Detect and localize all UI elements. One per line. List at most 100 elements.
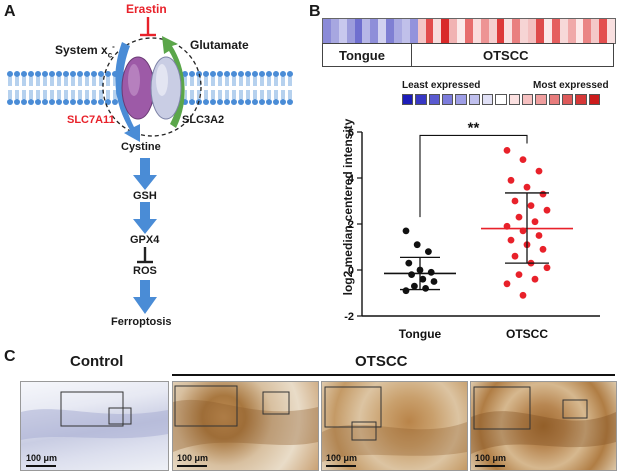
heatmap-cell bbox=[520, 19, 529, 43]
lipid-head bbox=[105, 71, 111, 77]
lipid-head bbox=[245, 99, 251, 105]
data-point bbox=[511, 197, 519, 205]
data-point bbox=[507, 176, 515, 184]
data-point bbox=[527, 202, 535, 209]
data-point bbox=[535, 167, 543, 175]
heatmap-group-tongue: Tongue bbox=[339, 48, 385, 63]
data-point bbox=[515, 213, 523, 221]
lipid-head bbox=[98, 99, 104, 105]
lipid-head bbox=[259, 71, 265, 77]
lipid-head bbox=[56, 71, 62, 77]
data-point bbox=[543, 206, 551, 214]
lipid-head bbox=[84, 99, 90, 105]
heatmap-cell bbox=[536, 19, 544, 43]
otscc-micrograph-3: 100 μm bbox=[470, 381, 617, 471]
lipid-head bbox=[203, 99, 209, 105]
heatmap-cell bbox=[394, 19, 402, 43]
data-point bbox=[515, 271, 523, 278]
data-point bbox=[430, 278, 438, 285]
system-xc-label: System xc- bbox=[55, 42, 115, 59]
otscc-3-scale-bar bbox=[475, 465, 505, 467]
heatmap-cell bbox=[488, 19, 497, 43]
lipid-head bbox=[84, 71, 90, 77]
arrow-cystine-to-gsh bbox=[133, 158, 157, 190]
lipid-head bbox=[189, 71, 195, 77]
data-point bbox=[402, 227, 410, 235]
heatmap-cell bbox=[401, 19, 410, 43]
heatmap-group-otscc: OTSCC bbox=[483, 48, 529, 63]
heatmap-cell bbox=[496, 19, 505, 43]
otscc-1-scale-bar bbox=[177, 465, 207, 467]
legend-swatch bbox=[402, 94, 414, 105]
expression-color-legend bbox=[402, 94, 600, 105]
lipid-head bbox=[42, 71, 48, 77]
heatmap-cell bbox=[480, 19, 489, 43]
lipid-head bbox=[112, 99, 118, 105]
data-point bbox=[402, 287, 410, 295]
otscc-bracket-line bbox=[172, 374, 615, 376]
data-point bbox=[413, 241, 421, 249]
lipid-head bbox=[63, 99, 69, 105]
slc3a2-protein bbox=[150, 56, 182, 120]
pathway-step-ros: ROS bbox=[133, 265, 157, 277]
lipid-head bbox=[231, 71, 237, 77]
legend-least-expressed: Least expressed bbox=[402, 80, 481, 91]
data-point bbox=[425, 248, 432, 256]
data-point bbox=[539, 190, 547, 198]
heatmap-cell bbox=[346, 19, 355, 43]
slc7a11-protein bbox=[121, 56, 155, 120]
heatmap-cell bbox=[425, 19, 434, 43]
data-point bbox=[503, 147, 511, 154]
lipid-head bbox=[280, 99, 286, 105]
heatmap-cell bbox=[378, 19, 387, 43]
lipid-head bbox=[182, 71, 188, 77]
significance-marker: ** bbox=[468, 119, 480, 136]
otscc-title: OTSCC bbox=[355, 353, 408, 370]
heatmap-cell bbox=[591, 19, 600, 43]
lipid-head bbox=[189, 99, 195, 105]
heatmap-cell bbox=[504, 19, 513, 43]
heatmap-cell bbox=[354, 19, 363, 43]
legend-swatch bbox=[468, 94, 480, 105]
y-tick-label: 4 bbox=[348, 173, 355, 185]
ferroptosis-pathway-diagram bbox=[7, 17, 293, 314]
otscc-3-scale-label: 100 μm bbox=[475, 453, 507, 463]
lipid-head bbox=[238, 71, 244, 77]
lipid-head bbox=[217, 99, 223, 105]
arrow-ros-to-ferroptosis bbox=[133, 280, 157, 314]
panel-c-letter: C bbox=[4, 348, 16, 365]
pathway-step-gsh: GSH bbox=[133, 190, 157, 202]
heatmap-group-divider bbox=[411, 44, 412, 66]
otscc-micrograph-2: 100 μm bbox=[321, 381, 468, 471]
heatmap-cell bbox=[409, 19, 418, 43]
data-point bbox=[543, 264, 551, 272]
lipid-head bbox=[77, 71, 83, 77]
legend-swatch bbox=[481, 94, 494, 105]
data-point bbox=[422, 285, 429, 292]
legend-swatch bbox=[588, 94, 600, 105]
data-point bbox=[535, 232, 543, 239]
control-scale-label: 100 μm bbox=[26, 453, 58, 463]
lipid-head bbox=[273, 99, 279, 105]
lipid-head bbox=[273, 71, 279, 77]
control-title: Control bbox=[70, 353, 124, 370]
y-tick-label: 6 bbox=[348, 127, 354, 139]
heatmap-group-bar: Tongue OTSCC bbox=[322, 43, 614, 67]
scatter-plot: -2 0 2 4 6 Tongue OTSCC ** bbox=[344, 119, 600, 341]
heatmap-cell bbox=[433, 19, 442, 43]
system-xc-text: System x bbox=[55, 43, 108, 57]
arrow-gsh-to-gpx4 bbox=[133, 202, 157, 234]
data-point bbox=[405, 259, 413, 267]
legend-swatch bbox=[508, 94, 520, 105]
transporter-dashed-circle bbox=[102, 37, 202, 137]
data-point bbox=[503, 280, 511, 288]
heatmap-cell bbox=[543, 19, 552, 43]
x-tick-label: Tongue bbox=[399, 327, 442, 341]
x-tick-label: OTSCC bbox=[506, 327, 548, 341]
system-xc-subscript: c bbox=[107, 50, 113, 60]
legend-swatch bbox=[415, 94, 427, 105]
data-point bbox=[539, 245, 547, 253]
heatmap-cell bbox=[338, 19, 347, 43]
lipid-head bbox=[28, 99, 34, 105]
data-point bbox=[511, 252, 519, 260]
